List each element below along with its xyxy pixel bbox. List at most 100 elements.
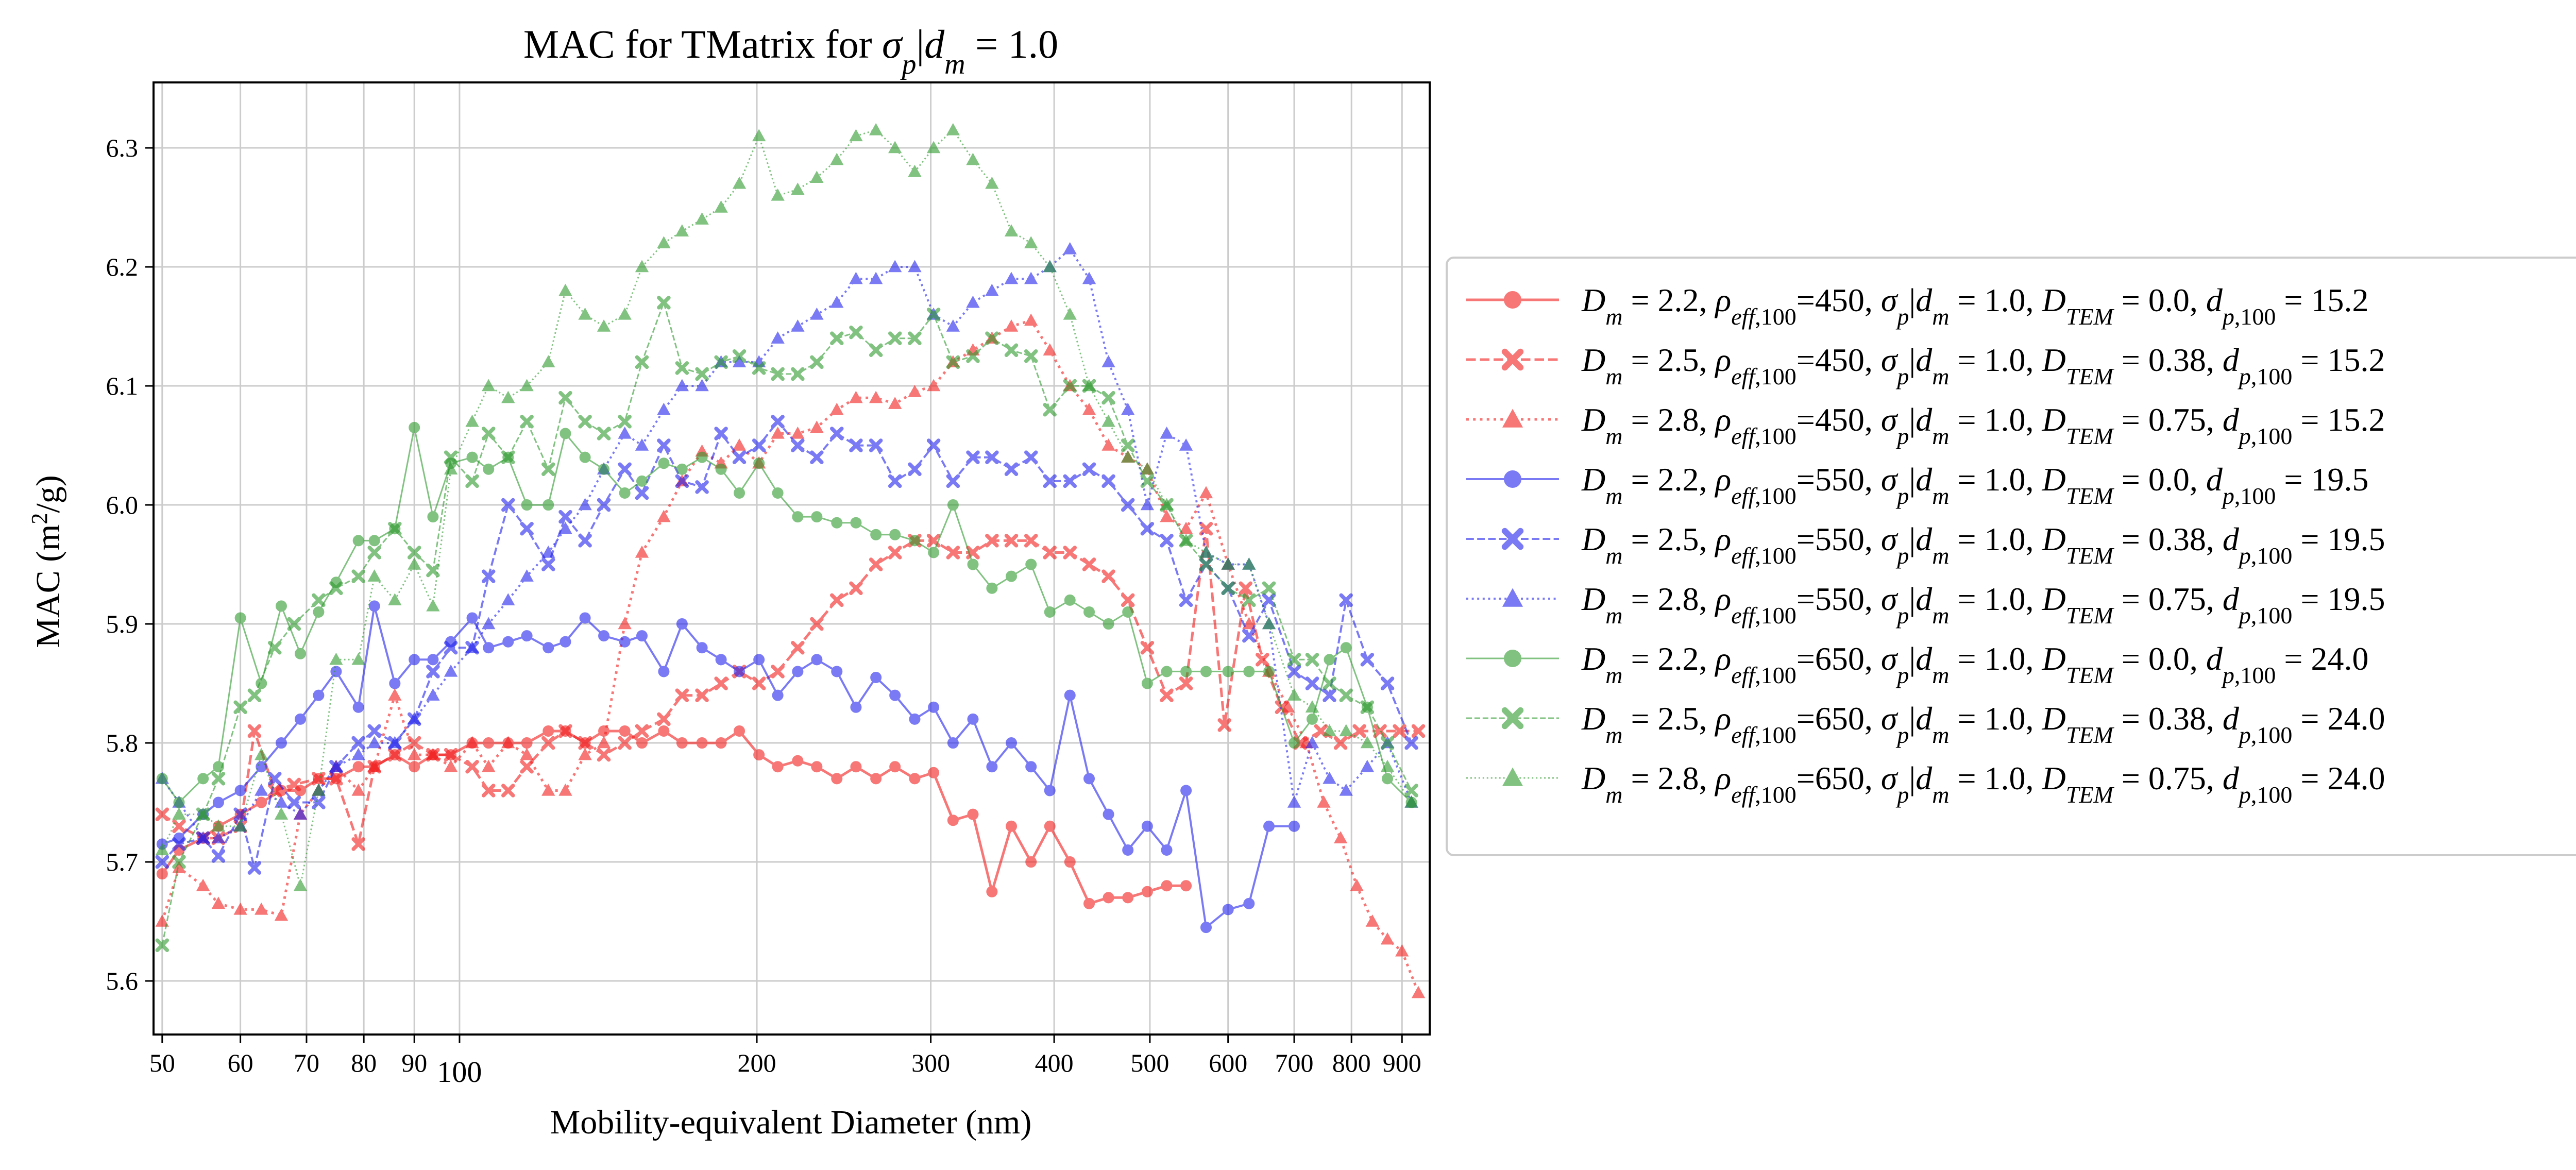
data-point xyxy=(658,725,670,737)
data-point xyxy=(275,737,287,749)
x-tick-label: 400 xyxy=(1035,1048,1074,1077)
data-point xyxy=(352,761,364,773)
data-point xyxy=(1083,897,1095,909)
data-point xyxy=(752,129,766,142)
legend-item: Dm = 2.2, ρeff,100=550, σp|dm = 1.0, DTE… xyxy=(1466,461,2368,509)
x-tick-label: 90 xyxy=(401,1048,427,1077)
data-point xyxy=(1160,498,1174,511)
data-point xyxy=(1339,688,1353,702)
legend-marker xyxy=(1501,528,1524,550)
data-point xyxy=(287,795,301,809)
data-point xyxy=(1004,319,1019,332)
data-point xyxy=(367,736,381,749)
data-point xyxy=(635,545,649,558)
data-point xyxy=(1043,403,1057,417)
data-point xyxy=(695,480,709,494)
data-point xyxy=(268,772,282,786)
data-point xyxy=(732,349,747,363)
data-point xyxy=(501,736,515,749)
data-point xyxy=(1024,349,1038,363)
data-point xyxy=(1043,343,1057,355)
data-point xyxy=(543,499,554,511)
data-point xyxy=(1380,932,1395,945)
data-point xyxy=(1350,878,1364,891)
data-point xyxy=(714,676,728,690)
data-point xyxy=(1141,677,1153,689)
data-point xyxy=(426,665,440,679)
data-point xyxy=(268,641,282,655)
data-point xyxy=(1262,581,1276,595)
data-point xyxy=(155,843,170,856)
data-point xyxy=(1333,736,1348,750)
data-point xyxy=(329,581,343,595)
data-point xyxy=(985,534,999,548)
data-point xyxy=(444,641,458,655)
data-point xyxy=(1323,676,1336,690)
data-point xyxy=(212,761,224,773)
legend-label: Dm = 2.2, ρeff,100=550, σp|dm = 1.0, DTE… xyxy=(1581,461,2368,509)
data-point xyxy=(1122,844,1134,856)
data-point xyxy=(211,831,226,844)
data-point xyxy=(558,391,572,405)
data-point xyxy=(426,748,440,760)
data-point xyxy=(909,713,921,725)
data-point xyxy=(1243,897,1255,909)
data-point xyxy=(811,654,823,666)
data-point xyxy=(520,760,534,774)
data-point xyxy=(1121,402,1135,415)
data-point xyxy=(1101,569,1115,583)
x-tick-label: 600 xyxy=(1209,1048,1247,1077)
data-point xyxy=(481,569,496,583)
data-point xyxy=(368,535,380,547)
legend-item: Dm = 2.5, ρeff,100=550, σp|dm = 1.0, DTE… xyxy=(1466,521,2385,569)
data-point xyxy=(1365,914,1380,927)
data-point xyxy=(618,736,632,750)
data-point xyxy=(1024,272,1038,284)
data-point xyxy=(521,630,533,642)
data-point xyxy=(1287,665,1301,679)
data-point xyxy=(351,837,365,851)
data-point xyxy=(351,783,365,796)
data-point xyxy=(1199,557,1213,571)
data-point xyxy=(427,654,439,666)
data-point xyxy=(155,855,170,869)
data-point xyxy=(695,379,709,392)
data-point xyxy=(619,487,631,499)
data-point xyxy=(1323,771,1336,784)
data-point xyxy=(1161,666,1173,677)
data-point xyxy=(752,361,766,375)
legend-item: Dm = 2.2, ρeff,100=650, σp|dm = 1.0, DTE… xyxy=(1466,640,2368,688)
x-axis-title: Mobility-equivalent Diameter (nm) xyxy=(550,1104,1032,1141)
x-tick-label: 700 xyxy=(1275,1048,1314,1077)
data-point xyxy=(888,260,902,273)
data-point xyxy=(889,529,901,540)
data-point xyxy=(986,886,998,897)
data-point xyxy=(889,689,901,701)
data-point xyxy=(597,319,611,332)
data-point xyxy=(1064,856,1076,868)
data-point xyxy=(926,141,941,154)
data-point xyxy=(1101,438,1115,451)
y-tick-label: 6.3 xyxy=(106,133,139,162)
data-point xyxy=(155,914,170,927)
data-point xyxy=(233,902,247,915)
data-point xyxy=(657,438,671,452)
data-point xyxy=(1239,581,1252,595)
data-point xyxy=(849,272,863,284)
data-point xyxy=(792,666,804,677)
data-point xyxy=(946,546,960,559)
data-point xyxy=(156,868,168,880)
data-point xyxy=(1121,438,1135,452)
data-point xyxy=(444,450,458,464)
data-point xyxy=(1064,689,1076,701)
data-point xyxy=(947,499,959,511)
data-point xyxy=(908,331,922,345)
data-point xyxy=(212,796,224,808)
data-point xyxy=(313,606,325,618)
data-point xyxy=(597,748,611,762)
x-tick-label: 900 xyxy=(1383,1048,1421,1077)
data-point xyxy=(1287,688,1301,701)
data-point xyxy=(1024,236,1038,249)
